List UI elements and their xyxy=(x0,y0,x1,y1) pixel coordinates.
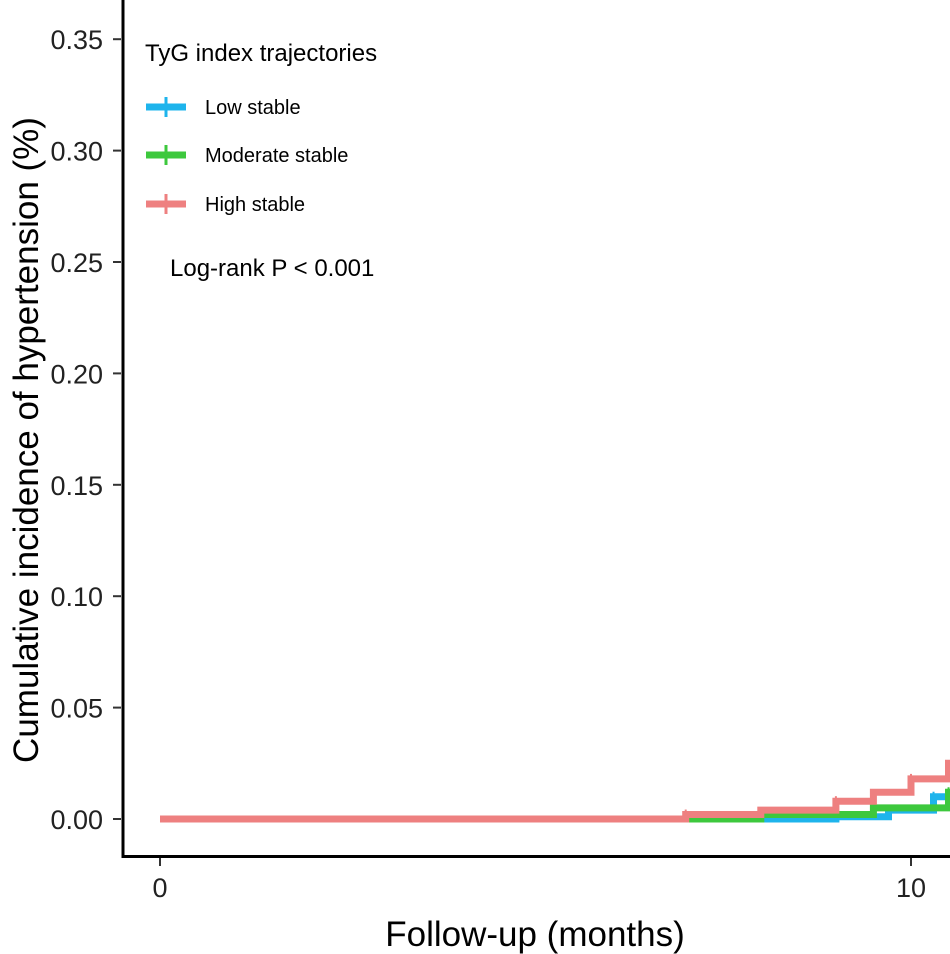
legend: TyG index trajectories Low stable Moderat… xyxy=(145,40,377,216)
y-tick-label: 0.05 xyxy=(50,694,103,724)
legend-entry-high-stable: High stable xyxy=(146,194,305,216)
series-line-high-stable xyxy=(160,759,950,823)
series-line-low-stable xyxy=(160,793,950,823)
x-axis-title: Follow-up (months) xyxy=(385,915,685,954)
y-tick-label: 0.20 xyxy=(50,359,103,389)
y-tick-label: 0.15 xyxy=(50,471,103,501)
y-tick-label: 0.10 xyxy=(50,582,103,612)
y-tick-label: 0.25 xyxy=(50,248,103,278)
y-tick-label: 0.00 xyxy=(50,805,103,835)
y-axis-title: Cumulative incidence of hypertension (%) xyxy=(7,117,46,763)
x-ticks: 01020304050 xyxy=(152,858,926,903)
plot-area xyxy=(160,759,950,823)
legend-label: Moderate stable xyxy=(205,145,348,167)
log-rank-annotation: Log-rank P < 0.001 xyxy=(170,255,374,282)
legend-label: Low stable xyxy=(205,97,301,119)
axes xyxy=(121,0,950,858)
legend-title: TyG index trajectories xyxy=(145,40,377,67)
y-tick-label: 0.30 xyxy=(50,137,103,167)
legend-entry-moderate-stable: Moderate stable xyxy=(146,145,348,167)
legend-label: High stable xyxy=(205,194,305,216)
x-tick-label: 10 xyxy=(896,873,926,903)
legend-entry-low-stable: Low stable xyxy=(146,97,301,119)
legend-entries: Low stable Moderate stable High stable xyxy=(146,97,348,216)
y-ticks: 0.00 0.05 0.10 0.15 0.20 0.25 0.30 0.35 xyxy=(50,25,121,835)
series-line-moderate-stable xyxy=(160,788,950,823)
x-tick-label: 0 xyxy=(152,873,167,903)
y-tick-label: 0.35 xyxy=(50,25,103,55)
